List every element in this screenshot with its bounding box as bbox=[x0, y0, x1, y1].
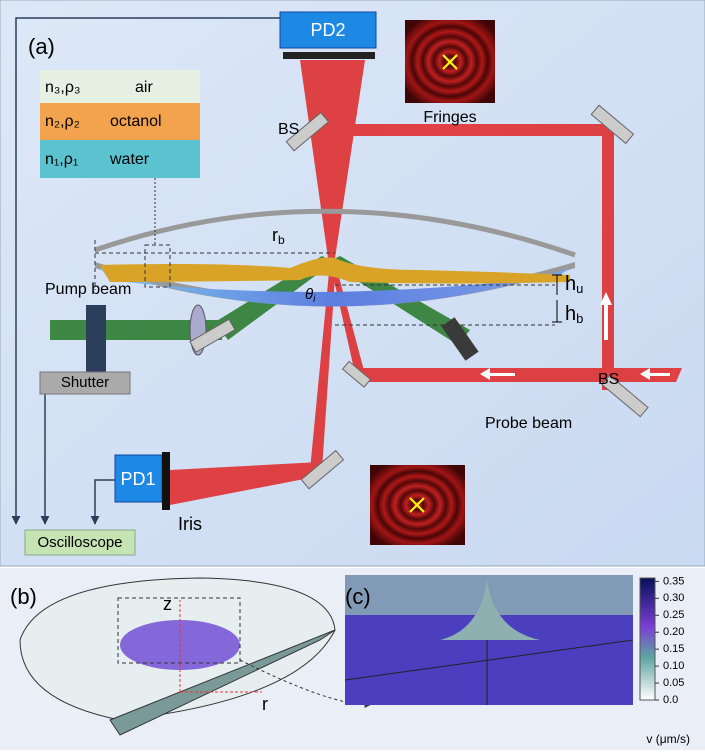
fringes-label: Fringes bbox=[423, 109, 476, 126]
colorbar-tick-label: 0.30 bbox=[663, 592, 684, 604]
layer-symbol: n₃,ρ₃ bbox=[45, 79, 80, 96]
colorbar-tick-label: 0.05 bbox=[663, 677, 684, 689]
panel-label: (b) bbox=[10, 584, 37, 609]
colorbar-tick-label: 0.15 bbox=[663, 643, 684, 655]
arrow bbox=[650, 373, 670, 376]
colorbar-tick-label: 0.25 bbox=[663, 609, 684, 621]
layer-name: air bbox=[135, 79, 153, 96]
panel-label: (c) bbox=[345, 584, 371, 609]
colorbar-tick-label: 0.20 bbox=[663, 626, 684, 638]
colorbar-tick-label: 0.35 bbox=[663, 575, 684, 587]
panel-label: (a) bbox=[28, 34, 55, 59]
figure: 0.00.050.100.150.200.250.300.35 (a) PD2 … bbox=[0, 0, 705, 750]
probe-label: Probe beam bbox=[485, 415, 572, 432]
sub: b bbox=[278, 233, 285, 247]
oscilloscope-label: Oscilloscope bbox=[37, 534, 122, 551]
r-label: r bbox=[262, 694, 268, 714]
pd2-label: PD2 bbox=[310, 20, 345, 40]
colorbar-label: v (μm/s) bbox=[646, 732, 690, 746]
layer-name: water bbox=[109, 151, 150, 168]
colorbar-tick-label: 0.10 bbox=[663, 660, 684, 672]
sub: u bbox=[576, 281, 583, 296]
bs-label: BS bbox=[278, 121, 299, 138]
z-label: z bbox=[163, 594, 172, 614]
arrow bbox=[604, 300, 608, 340]
sym: h bbox=[565, 303, 576, 325]
pd2-bar bbox=[283, 52, 375, 59]
iris-bar bbox=[162, 452, 170, 510]
sym: h bbox=[565, 273, 576, 295]
arrow bbox=[490, 373, 515, 376]
shutter-blade bbox=[86, 305, 106, 375]
pd1-label: PD1 bbox=[120, 469, 155, 489]
shutter-label: Shutter bbox=[61, 374, 109, 391]
pump-label: Pump beam bbox=[45, 281, 131, 298]
layer-symbol: n₂,ρ₂ bbox=[45, 113, 80, 130]
sym: θ bbox=[305, 286, 313, 303]
layer-symbol: n₁,ρ₁ bbox=[45, 151, 78, 168]
layer-name: octanol bbox=[110, 113, 162, 130]
colorbar bbox=[640, 578, 655, 700]
colorbar-tick-label: 0.0 bbox=[663, 694, 678, 706]
sub: b bbox=[576, 311, 583, 326]
bs-label: BS bbox=[598, 371, 619, 388]
iris-label: Iris bbox=[178, 514, 202, 534]
